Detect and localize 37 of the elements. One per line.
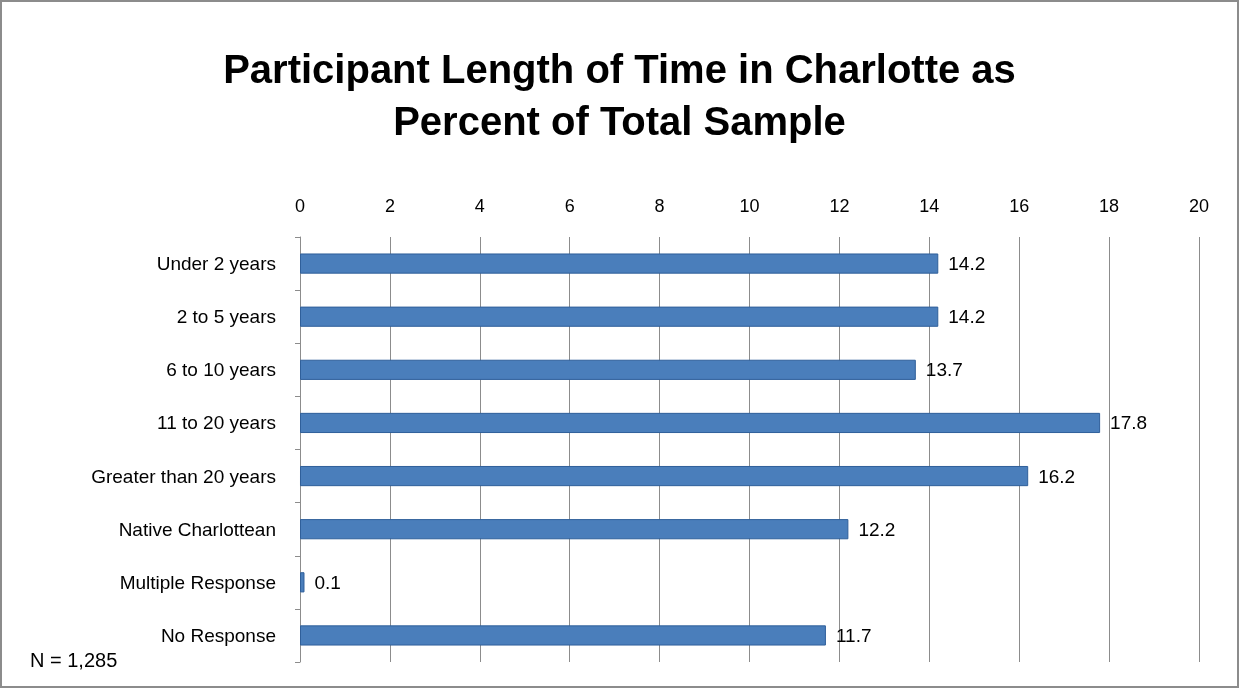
y-tick-label: 2 to 5 years bbox=[176, 306, 276, 328]
x-tick-label: 2 bbox=[384, 196, 395, 216]
x-tick-label: 4 bbox=[474, 196, 485, 216]
bar bbox=[300, 465, 1029, 487]
chart-title: Participant Length of Time in Charlotte as Percent of Total Sample bbox=[223, 47, 1016, 143]
x-tick-label: 6 bbox=[564, 196, 575, 216]
bar bbox=[300, 359, 916, 380]
bar bbox=[300, 253, 939, 274]
data-label: 11.7 bbox=[835, 624, 872, 646]
data-label: 16.2 bbox=[1038, 465, 1076, 487]
data-label: 14.2 bbox=[948, 253, 986, 275]
bar bbox=[300, 412, 1101, 434]
y-tick-label: 11 to 20 years bbox=[156, 412, 276, 434]
data-label: 13.7 bbox=[925, 359, 963, 381]
data-label: 0.1 bbox=[314, 571, 341, 593]
x-tick-label: 0 bbox=[294, 196, 306, 216]
x-tick-label: 10 bbox=[739, 196, 760, 216]
y-tick-label: Multiple Response bbox=[119, 571, 276, 593]
bar bbox=[300, 306, 939, 327]
bar bbox=[300, 572, 305, 593]
y-tick-label: No Response bbox=[160, 624, 276, 646]
bar bbox=[300, 625, 826, 646]
bar bbox=[300, 519, 849, 540]
y-tick-label: 6 to 10 years bbox=[166, 359, 276, 381]
x-tick-label: 20 bbox=[1188, 196, 1210, 216]
x-tick-label: 12 bbox=[829, 196, 850, 216]
data-label: 17.8 bbox=[1110, 412, 1148, 434]
x-tick-label: 8 bbox=[654, 196, 665, 216]
y-tick-label: Greater than 20 years bbox=[91, 465, 276, 487]
data-label: 12.2 bbox=[858, 518, 896, 540]
x-tick-label: 18 bbox=[1099, 196, 1120, 216]
x-tick-label: 14 bbox=[919, 196, 940, 216]
y-tick-label: Under 2 years bbox=[156, 253, 276, 275]
data-label: 14.2 bbox=[948, 306, 986, 328]
x-tick-label: 16 bbox=[1009, 196, 1030, 216]
y-tick-label: Native Charlottean bbox=[118, 518, 276, 540]
text: N = 1,285 bbox=[30, 649, 118, 671]
